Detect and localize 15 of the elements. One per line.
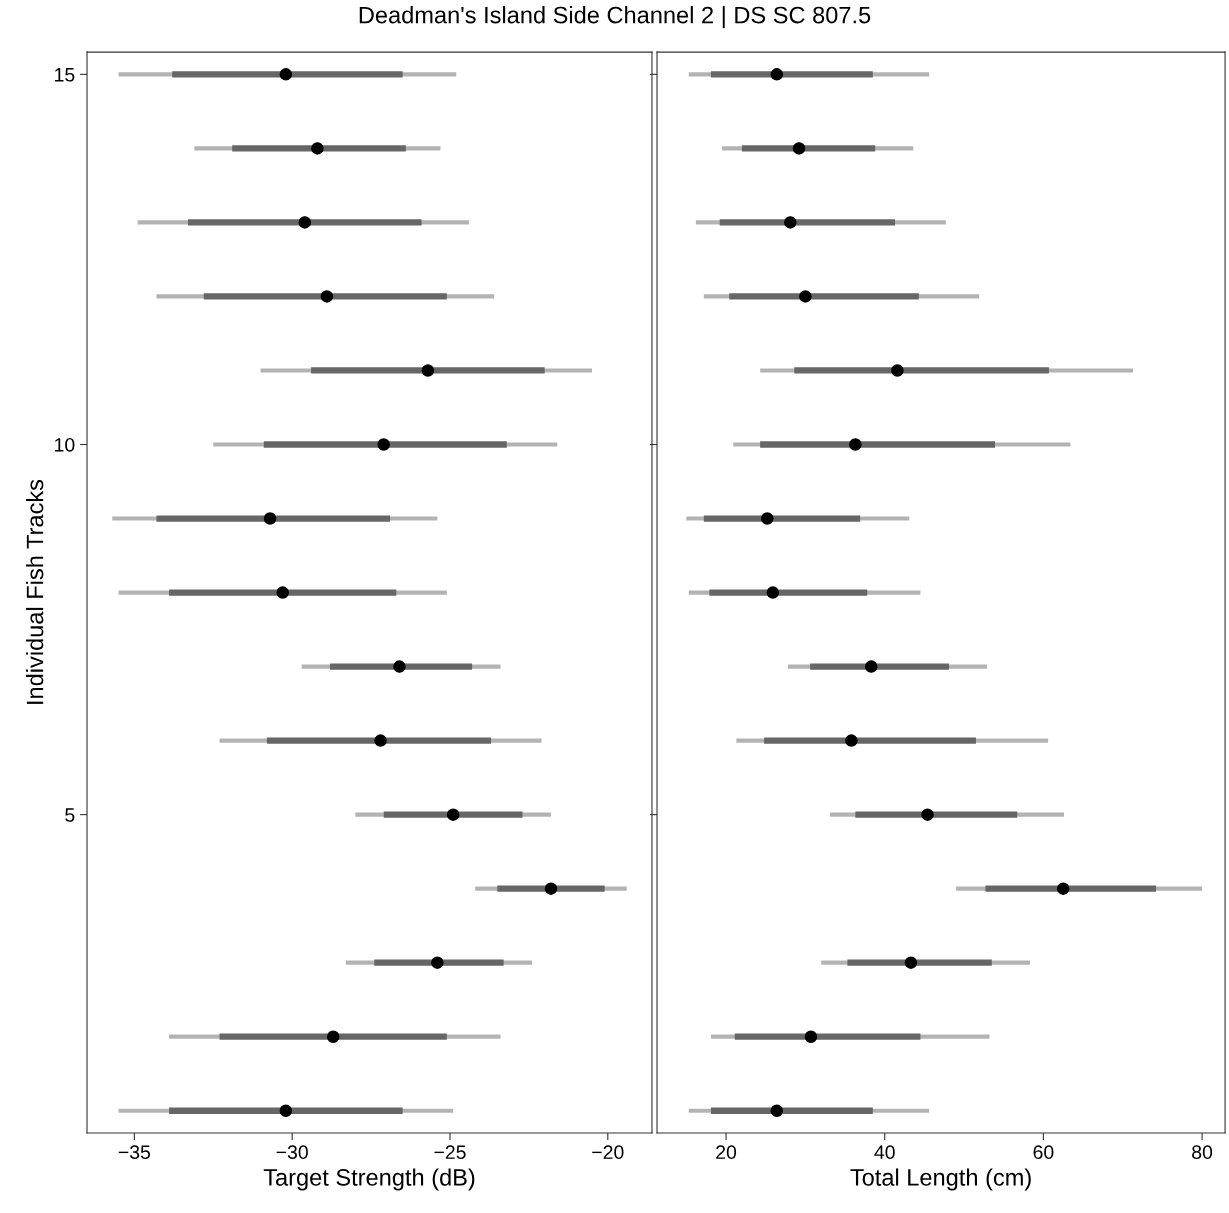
x-axis-title: Target Strength (dB): [263, 1168, 475, 1191]
x-tick-label: 60: [1033, 1145, 1054, 1160]
y-tick-label: 5: [65, 808, 75, 822]
y-axis-title: Individual Fish Tracks: [26, 479, 44, 704]
y-tick-label: 10: [55, 437, 75, 452]
x-tick-label: 20: [716, 1145, 737, 1160]
y-tick-label: 15: [55, 68, 75, 82]
x-tick-label: −35: [118, 1145, 151, 1160]
x-tick-label: −25: [434, 1145, 466, 1160]
x-tick-label: −20: [592, 1145, 624, 1160]
x-tick-label: 40: [874, 1145, 895, 1160]
chart-title: Deadman's Island Side Channel 2 | DS SC 807.5: [359, 6, 871, 29]
x-axis-title: Total Length (cm): [850, 1168, 1031, 1191]
x-tick-label: 80: [1192, 1145, 1213, 1160]
x-tick-label: −30: [276, 1145, 308, 1160]
